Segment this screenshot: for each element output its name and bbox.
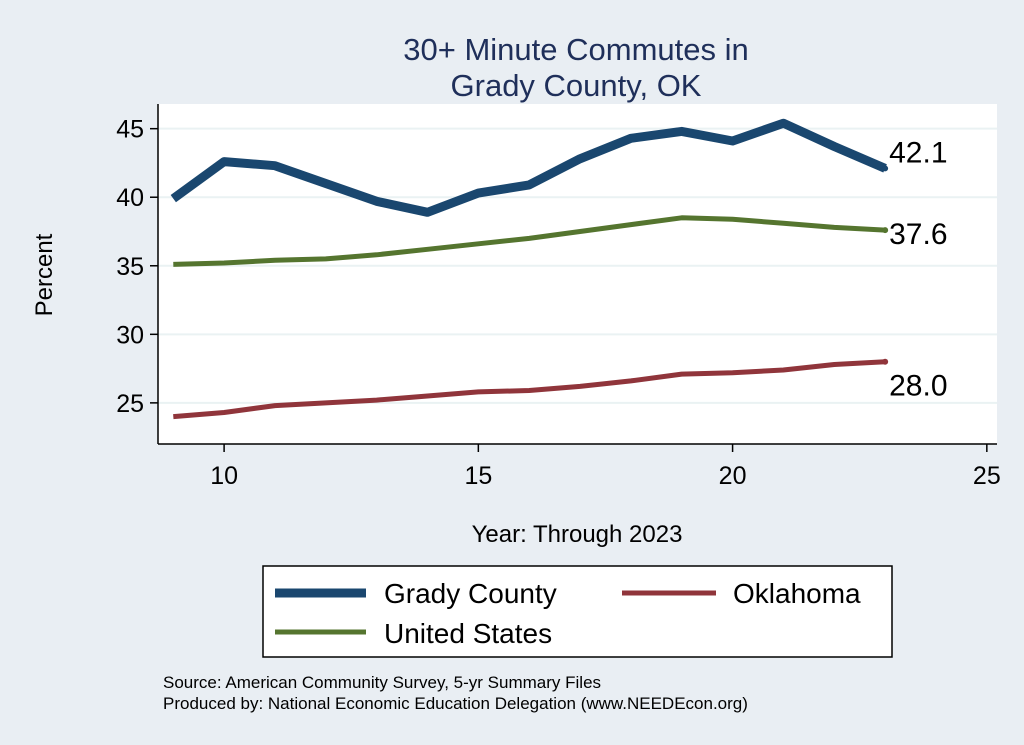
legend-box [262, 565, 893, 658]
end-marker-united-states [882, 227, 889, 234]
end-labels: 42.1 37.6 28.0 [882, 136, 948, 403]
end-label-grady-county: 42.1 [889, 136, 947, 169]
y-tick-label: 45 [116, 116, 144, 144]
legend-label-grady-county: Grady County [384, 578, 557, 609]
y-tick-label: 25 [116, 390, 144, 418]
y-tick-label: 40 [116, 184, 144, 212]
source-note: Source: American Community Survey, 5-yr … [163, 673, 601, 692]
end-label-united-states: 37.6 [889, 218, 947, 251]
legend-label-united-states: United States [384, 618, 552, 649]
end-marker-grady-county [882, 165, 889, 172]
end-label-oklahoma: 28.0 [889, 370, 947, 403]
legend-label-oklahoma: Oklahoma [733, 578, 861, 609]
chart-title: 30+ Minute Commutes in Grady County, OK [403, 32, 748, 103]
plot-area [158, 104, 997, 444]
series-lines [170, 118, 887, 420]
x-tick-label: 25 [973, 462, 1001, 490]
x-tick-label: 15 [464, 462, 492, 490]
x-tick-label: 10 [210, 462, 238, 490]
y-tick-label: 30 [116, 321, 144, 349]
chart-title-line-1: 30+ Minute Commutes in [403, 32, 748, 67]
produced-by-note: Produced by: National Economic Education… [163, 694, 748, 713]
legend: Grady County Oklahoma United States [262, 565, 893, 658]
x-axis-title: Year: Through 2023 [472, 521, 683, 548]
y-tick-label: 35 [116, 253, 144, 281]
y-axis-title: Percent [31, 233, 58, 316]
chart-title-line-2: Grady County, OK [451, 68, 702, 103]
x-tick-label: 20 [719, 462, 747, 490]
gridlines [158, 127, 997, 404]
axes: 25 30 35 40 45 10 15 20 25 [116, 104, 1001, 490]
end-marker-oklahoma [882, 358, 889, 365]
